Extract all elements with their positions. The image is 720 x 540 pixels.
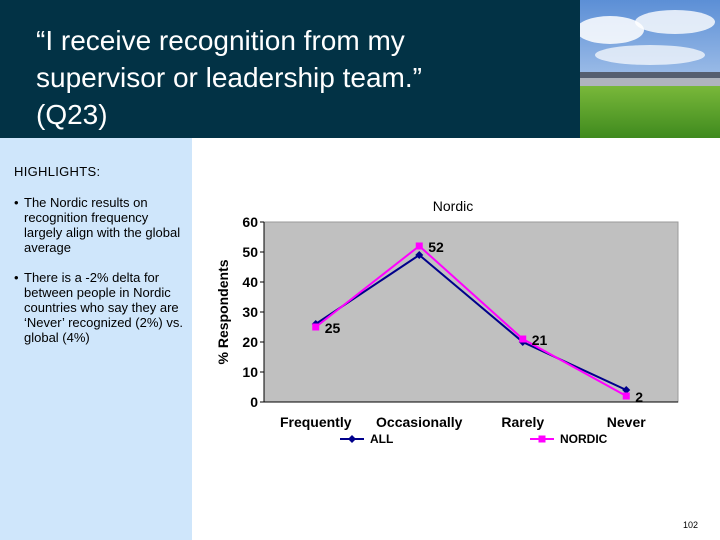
data-point-nordic <box>415 242 423 250</box>
legend-label: ALL <box>370 432 393 446</box>
data-point-all <box>622 386 631 394</box>
data-label: 2 <box>635 389 643 405</box>
bullet-icon: • <box>14 195 19 210</box>
highlights-panel <box>0 138 192 540</box>
crowd-photo <box>580 0 720 138</box>
legend-label: NORDIC <box>560 432 608 446</box>
data-point-nordic <box>312 323 320 331</box>
y-tick-label: 30 <box>242 304 258 320</box>
data-point-nordic <box>622 392 630 400</box>
highlight-text: The Nordic results on recognition freque… <box>24 195 181 255</box>
title-band <box>0 0 580 138</box>
series-line-all <box>315 253 627 391</box>
y-tick-label: 50 <box>242 244 258 260</box>
x-category-label: Never <box>607 414 646 430</box>
y-tick-label: 60 <box>242 214 258 230</box>
data-label: 52 <box>428 239 444 255</box>
legend-marker <box>538 435 546 443</box>
y-axis-label: % Respondents <box>215 259 231 364</box>
data-label: 21 <box>532 332 548 348</box>
highlight-text: There is a -2% delta for between people … <box>24 270 183 345</box>
x-category-label: Occasionally <box>376 414 463 430</box>
x-category-label: Rarely <box>501 414 544 430</box>
data-label: 25 <box>325 320 341 336</box>
x-category-label: Frequently <box>280 414 352 430</box>
slide-title: “I receive recognition from my superviso… <box>36 25 422 130</box>
series-line-nordic <box>315 244 627 397</box>
data-point-all <box>415 251 424 259</box>
y-tick-label: 20 <box>242 334 258 350</box>
highlight-bullet-1: • The Nordic results on recognition freq… <box>14 195 186 255</box>
chart-title: Nordic <box>433 198 473 214</box>
page-number: 102 <box>682 520 698 530</box>
y-tick-label: 40 <box>242 274 258 290</box>
legend-marker <box>348 435 356 443</box>
y-tick-label: 10 <box>242 364 258 380</box>
bullet-icon: • <box>14 270 19 285</box>
data-point-nordic <box>519 335 527 343</box>
plot-area <box>263 221 679 403</box>
highlight-bullet-2: • There is a -2% delta for between peopl… <box>14 270 186 345</box>
highlights-heading: HIGHLIGHTS: <box>14 164 101 179</box>
y-tick-label: 0 <box>250 394 258 410</box>
